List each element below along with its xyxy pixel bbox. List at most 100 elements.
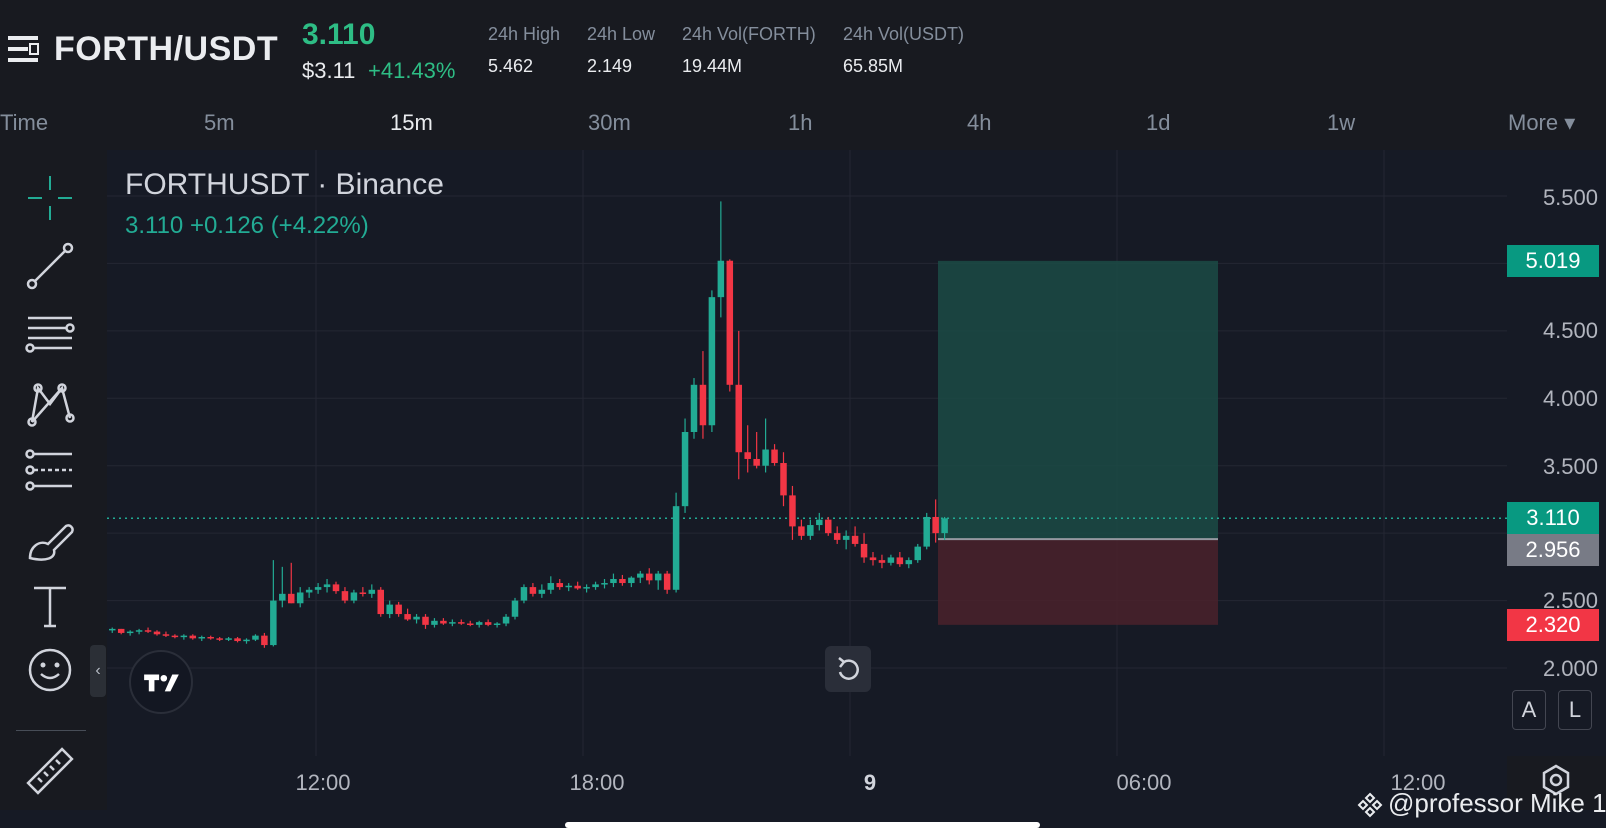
fib-levels-icon[interactable] xyxy=(20,306,80,366)
candle-body xyxy=(878,560,886,563)
candle-body xyxy=(896,557,904,565)
candle-body xyxy=(663,573,671,590)
candle-body xyxy=(932,516,939,534)
entry-price-tag: 2.956 xyxy=(1507,534,1599,566)
candle-body xyxy=(162,634,170,636)
candle-body xyxy=(887,557,895,563)
chart-canvas[interactable]: FORTHUSDT · Binance 3.110 +0.126 (+4.22%… xyxy=(107,150,1507,756)
interval-1d[interactable]: 1d xyxy=(1146,110,1171,135)
candle-body xyxy=(234,638,241,642)
tradingview-logo-icon[interactable] xyxy=(129,650,193,714)
candle-body xyxy=(923,516,930,547)
candle-body xyxy=(368,589,376,594)
profit-zone xyxy=(938,260,1218,540)
candle-body xyxy=(323,584,331,588)
candle-body xyxy=(860,543,868,558)
candle-body xyxy=(825,519,832,534)
candle-body xyxy=(296,592,304,604)
home-indicator[interactable] xyxy=(565,822,1040,828)
binance-logo-icon xyxy=(1357,792,1383,818)
text-icon[interactable] xyxy=(20,576,80,636)
candle-body xyxy=(484,622,492,625)
pattern-icon[interactable] xyxy=(20,374,80,434)
candle-body xyxy=(422,616,429,625)
stat-value-24h-high: 5.462 xyxy=(488,56,534,76)
candle-body xyxy=(816,519,823,526)
stat-label-24h-vol-base: 24h Vol(FORTH) xyxy=(682,24,816,44)
candle-body xyxy=(511,600,519,617)
ruler-icon[interactable] xyxy=(20,742,80,802)
interval-30m[interactable]: 30m xyxy=(588,110,631,135)
candle-body xyxy=(386,604,393,615)
stat-label-24h-high: 24h High xyxy=(488,24,561,44)
candle-body xyxy=(493,623,501,625)
candle-body xyxy=(798,526,805,536)
candle-body xyxy=(672,506,680,590)
interval-1w[interactable]: 1w xyxy=(1327,110,1356,135)
candle-body xyxy=(135,630,143,632)
chart-settings-icon[interactable] xyxy=(1538,762,1574,798)
time-tick: 06:00 xyxy=(1116,770,1172,795)
candle-body xyxy=(449,622,456,624)
candle-body xyxy=(565,585,572,588)
candle-body xyxy=(771,449,778,464)
candle-body xyxy=(583,587,590,589)
candle-body xyxy=(171,635,179,638)
candle-body xyxy=(189,635,197,639)
interval-more[interactable]: More ▾ xyxy=(1508,110,1576,135)
pair-title[interactable]: FORTH/USDT xyxy=(54,30,279,68)
candle-body xyxy=(126,631,134,634)
candle-body xyxy=(144,630,152,632)
menu-icon[interactable] xyxy=(6,32,40,66)
brush-icon[interactable] xyxy=(20,510,80,570)
candle-body xyxy=(547,583,555,590)
candle-body xyxy=(305,589,313,593)
candlestick-chart[interactable] xyxy=(107,150,1507,756)
candle-body xyxy=(628,577,635,584)
reset-chart-button[interactable] xyxy=(825,646,871,692)
emoji-icon[interactable] xyxy=(20,640,80,700)
candle-body xyxy=(332,584,340,592)
loss-zone xyxy=(938,539,1218,625)
log-scale-button[interactable]: L xyxy=(1558,690,1592,730)
bottom-strip xyxy=(0,810,1606,828)
time-axis[interactable]: 12:00 18:00 9 06:00 12:00 xyxy=(107,756,1507,810)
interval-1h[interactable]: 1h xyxy=(788,110,813,135)
candle-body xyxy=(252,635,259,640)
candle-body xyxy=(735,384,742,453)
interval-15m[interactable]: 15m xyxy=(390,110,433,135)
candle-body xyxy=(180,635,188,638)
toolbar-collapse-button[interactable]: ‹ xyxy=(90,645,106,697)
candle-body xyxy=(314,587,322,590)
trend-line-icon[interactable] xyxy=(20,236,80,296)
market-header: FORTH/USDT 3.110 $3.11 +41.43% 24h High … xyxy=(0,0,1606,100)
candle-body xyxy=(109,628,116,631)
usd-price: $3.11 xyxy=(302,58,356,83)
interval-5m[interactable]: 5m xyxy=(204,110,235,135)
candle-body xyxy=(261,635,268,646)
stat-value-24h-vol-base: 19.44M xyxy=(682,56,743,76)
candle-body xyxy=(207,636,214,639)
candle-body xyxy=(869,557,877,561)
candle-body xyxy=(842,535,850,540)
interval-4h[interactable]: 4h xyxy=(967,110,992,135)
candle-body xyxy=(341,591,349,601)
stat-value-24h-vol-quote: 65.85M xyxy=(843,56,904,76)
candle-body xyxy=(556,583,563,588)
candle-body xyxy=(359,592,367,594)
price-axis[interactable]: 5.500 4.500 4.000 3.500 2.500 2.000 5.01… xyxy=(1507,150,1606,756)
interval-time[interactable]: Time xyxy=(0,110,49,135)
candle-body xyxy=(538,589,546,594)
candle-body xyxy=(941,518,948,534)
interval-bar xyxy=(0,100,1606,150)
crosshair-icon[interactable] xyxy=(20,168,80,228)
time-tick: 12:00 xyxy=(295,770,351,795)
auto-scale-button[interactable]: A xyxy=(1512,690,1546,730)
price-tick: 2.000 xyxy=(1542,656,1598,681)
candle-body xyxy=(404,614,411,620)
candle-body xyxy=(654,573,662,581)
price-tick: 4.500 xyxy=(1542,318,1598,343)
current-price-tag: 3.110 xyxy=(1507,502,1599,534)
prediction-icon[interactable] xyxy=(20,442,80,502)
toolbar-divider xyxy=(16,730,86,731)
